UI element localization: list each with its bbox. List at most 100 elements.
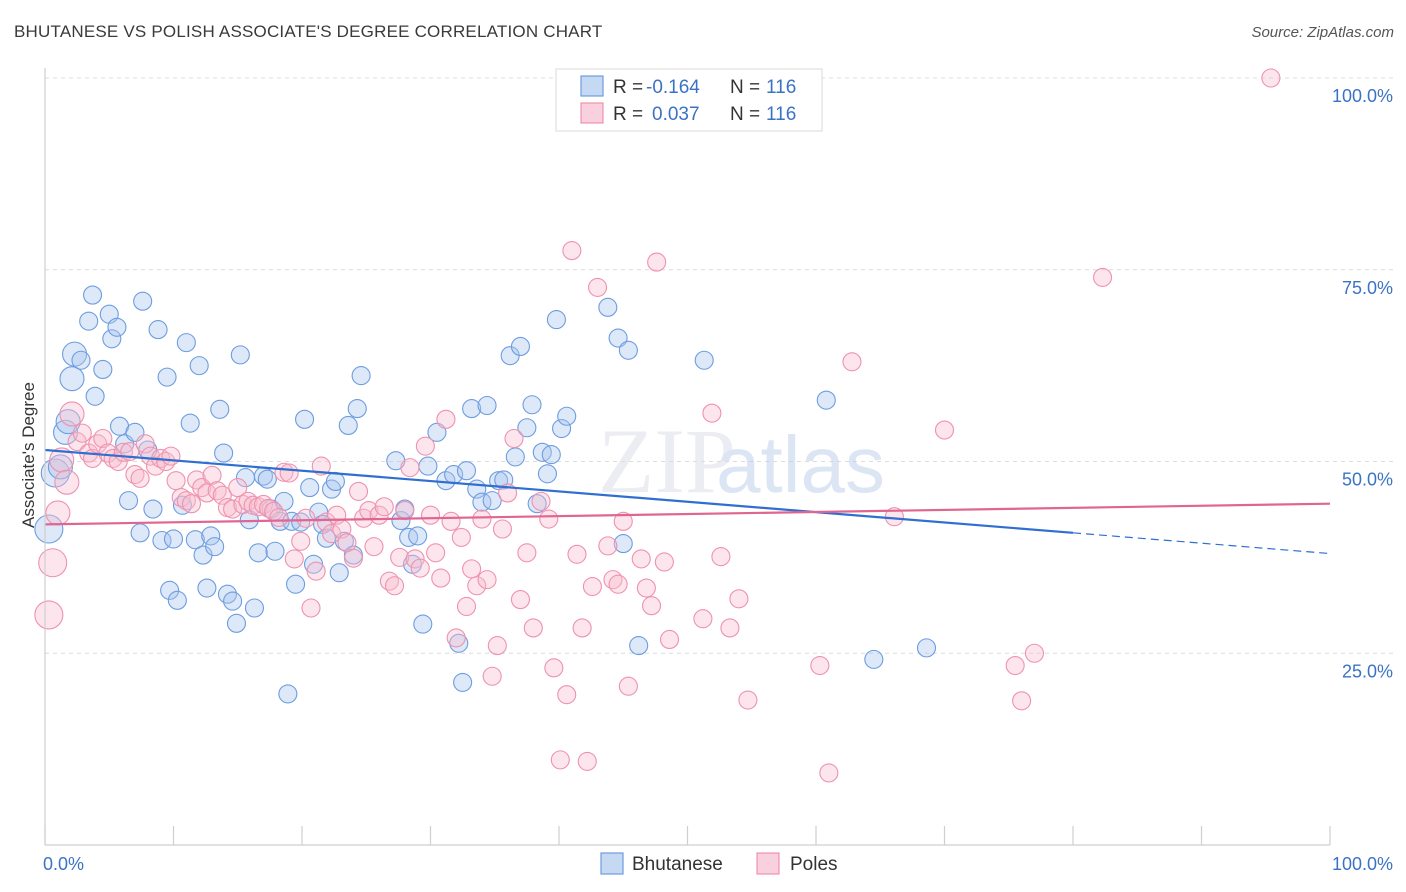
bhutanese-point-78 — [413, 614, 433, 634]
bhutanese-point-77 — [408, 526, 428, 546]
poles-point-131 — [1261, 68, 1281, 88]
poles-point-111 — [636, 578, 656, 598]
poles-point-72 — [410, 558, 430, 578]
bhutanese-point-32 — [185, 530, 205, 550]
watermark-atlas: atlas — [716, 420, 885, 509]
poles-point-65 — [374, 497, 394, 517]
bhutanese-point-39 — [214, 443, 234, 463]
poles-point-3 — [49, 447, 75, 473]
bhutanese-point-102 — [546, 310, 566, 330]
bhutanese-point-49 — [257, 469, 277, 489]
bhutanese-point-43 — [230, 345, 250, 365]
bhutanese-point-14 — [107, 317, 127, 337]
bhutanese-point-25 — [157, 367, 177, 387]
poles-point-105 — [598, 536, 618, 556]
poles-point-34 — [212, 485, 232, 505]
top-legend: R = -0.164 N = 116 R = 0.037 N = 116 — [555, 68, 823, 132]
poles-point-127 — [1005, 655, 1025, 676]
bhutanese-point-84 — [453, 672, 473, 692]
poles-point-126 — [934, 420, 955, 440]
poles-point-45 — [269, 507, 289, 528]
poles-point-83 — [467, 576, 487, 596]
bhutanese-point-7 — [71, 350, 91, 370]
poles-point-4 — [54, 469, 80, 495]
poles-point-93 — [523, 618, 543, 638]
bhutanese-point-70 — [347, 399, 367, 419]
poles-point-60 — [348, 481, 369, 501]
axes — [44, 68, 1331, 846]
poles-point-51 — [301, 598, 321, 618]
poles-point-120 — [729, 589, 749, 609]
bhutanese-point-59 — [300, 478, 320, 498]
poles-point-85 — [477, 570, 497, 590]
poles-point-25 — [166, 471, 186, 491]
legend-swatch-poles — [580, 102, 604, 124]
poles-point-113 — [647, 252, 667, 272]
bhutanese-point-111 — [816, 390, 836, 410]
poles-point-7 — [72, 423, 92, 443]
poles-point-119 — [720, 618, 740, 638]
poles-point-123 — [819, 763, 839, 783]
y-axis-label: Associate's Degree — [19, 382, 38, 528]
poles-point-13 — [103, 448, 123, 468]
bhutanese-point-66 — [329, 563, 349, 583]
poles-point-24 — [161, 446, 181, 466]
watermark-zip: ZIP — [598, 410, 736, 512]
poles-point-67 — [384, 576, 405, 596]
bhutanese-point-94 — [505, 447, 525, 467]
legend-n-value-1: 116 — [766, 77, 796, 98]
bhutanese-point-83 — [449, 633, 469, 653]
poles-point-48 — [284, 549, 304, 569]
trend-line-bhutanese — [44, 448, 1074, 534]
bhutanese-point-37 — [205, 537, 225, 557]
trend-line-poles — [44, 502, 1331, 526]
poles-point-91 — [510, 590, 531, 610]
bottom-legend-bhutanese: Bhutanese — [632, 854, 723, 875]
bhutanese-point-100 — [537, 464, 557, 484]
poles-point-69 — [395, 501, 415, 521]
bhutanese-point-9 — [82, 285, 103, 305]
poles-point-71 — [405, 549, 425, 569]
poles-point-19 — [135, 434, 155, 454]
legend-n-label-2: N = — [730, 104, 760, 125]
poles-point-32 — [202, 465, 222, 485]
poles-point-2 — [45, 500, 71, 526]
poles-point-114 — [654, 552, 674, 572]
bhutanese-point-33 — [189, 356, 209, 376]
poles-point-73 — [415, 436, 435, 456]
poles-point-36 — [223, 499, 243, 519]
bhutanese-point-27 — [163, 529, 184, 549]
poles-point-68 — [390, 547, 410, 567]
poles-point-130 — [1093, 267, 1113, 287]
poles-point-77 — [436, 409, 456, 429]
bhutanese-point-57 — [291, 512, 311, 532]
poles-point-26 — [171, 487, 191, 508]
legend-r-value-1: -0.164 — [646, 77, 700, 98]
x-tick-label-1: 100.0% — [1332, 854, 1393, 874]
poles-point-41 — [248, 497, 268, 517]
poles-point-78 — [441, 511, 461, 531]
poles-point-100 — [567, 544, 587, 564]
watermark: ZIP atlas — [598, 410, 885, 512]
poles-point-1 — [38, 548, 68, 578]
bhutanese-point-96 — [517, 418, 537, 438]
poles-point-63 — [364, 537, 384, 557]
y-tick-label-3: 25.0% — [1342, 661, 1393, 681]
poles-point-98 — [557, 685, 577, 705]
bhutanese-point-107 — [613, 534, 633, 554]
poles-point-115 — [659, 629, 680, 649]
poles-point-74 — [420, 505, 441, 525]
poles-point-53 — [311, 456, 331, 476]
poles-point-101 — [572, 618, 592, 638]
poles-point-28 — [181, 494, 202, 514]
bhutanese-point-113 — [916, 638, 937, 658]
bhutanese-point-65 — [325, 471, 345, 491]
bhutanese-point-22 — [143, 499, 163, 519]
legend-swatch-bhutanese — [580, 75, 604, 97]
poles-point-92 — [517, 543, 537, 563]
poles-point-122 — [810, 655, 830, 676]
bottom-legend-swatch-bhutanese — [600, 852, 624, 875]
poles-point-47 — [279, 463, 299, 483]
poles-point-124 — [842, 352, 862, 372]
